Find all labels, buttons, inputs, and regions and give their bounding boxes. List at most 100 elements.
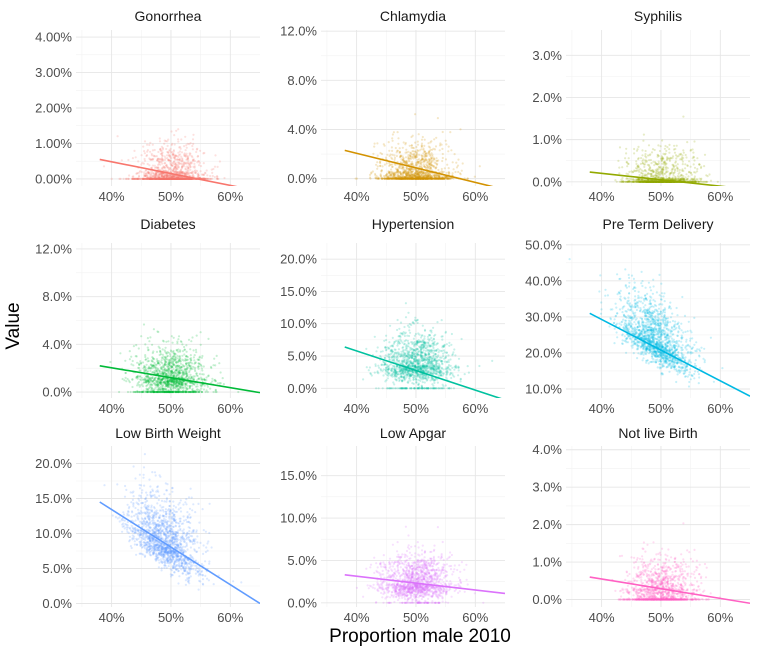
data-point (135, 376, 138, 380)
data-point (169, 390, 172, 394)
data-point (176, 176, 180, 179)
data-point (398, 177, 401, 180)
data-point (638, 180, 641, 183)
data-point (146, 346, 149, 349)
data-point (148, 378, 151, 381)
data-point (167, 177, 170, 180)
data-point (650, 180, 653, 183)
data-point (411, 177, 414, 180)
data-point (700, 180, 704, 183)
data-point (162, 364, 165, 367)
data-point (433, 177, 436, 180)
data-point (149, 177, 153, 180)
data-point (387, 170, 390, 173)
data-point (149, 367, 153, 370)
data-point (384, 175, 387, 178)
data-point (176, 177, 179, 180)
data-point (440, 177, 443, 180)
data-point (438, 175, 441, 179)
data-point (167, 362, 170, 365)
data-point (195, 334, 198, 337)
data-point (178, 358, 182, 361)
data-point (414, 175, 417, 178)
data-point (218, 382, 221, 385)
data-point (663, 180, 666, 183)
data-point (158, 390, 161, 394)
data-point (178, 162, 181, 165)
data-point (426, 154, 429, 157)
data-point (418, 173, 421, 176)
data-point (411, 150, 414, 153)
data-point (168, 385, 171, 389)
data-point (161, 384, 164, 387)
data-point (654, 180, 657, 183)
data-point (679, 152, 683, 155)
data-point (409, 177, 412, 180)
data-point (426, 172, 430, 175)
data-point (162, 177, 165, 180)
data-point (167, 364, 170, 367)
data-point (176, 177, 179, 180)
data-point (672, 174, 675, 177)
data-point (162, 177, 165, 180)
data-point (171, 142, 174, 145)
data-point (645, 180, 648, 183)
data-point (656, 167, 659, 170)
data-point (635, 169, 638, 172)
data-point (175, 381, 178, 384)
data-point (392, 177, 396, 180)
data-point (136, 390, 139, 394)
data-point (679, 178, 682, 181)
data-point (433, 148, 437, 151)
data-point (650, 180, 653, 183)
data-point (415, 177, 418, 180)
data-point (196, 147, 199, 150)
data-point (429, 167, 432, 170)
data-point (652, 180, 655, 183)
data-point (414, 174, 417, 177)
data-point (131, 385, 134, 389)
data-point (399, 177, 402, 180)
data-point (652, 180, 655, 183)
data-point (413, 174, 416, 178)
data-point (170, 177, 174, 180)
data-point (165, 177, 168, 180)
data-point (679, 177, 683, 181)
data-point (391, 137, 394, 140)
data-point (162, 166, 165, 169)
data-point (354, 177, 357, 180)
data-point (194, 361, 197, 364)
data-point (645, 180, 648, 183)
data-point (655, 180, 659, 183)
data-point (682, 156, 685, 160)
data-point (163, 177, 166, 180)
data-point (412, 174, 415, 177)
data-point (148, 377, 152, 380)
data-point (172, 357, 175, 360)
data-point (378, 161, 381, 164)
data-point (658, 172, 661, 175)
data-point (145, 369, 148, 372)
data-point (410, 176, 414, 179)
data-point (147, 177, 150, 180)
data-point (188, 177, 191, 180)
data-point (626, 180, 629, 183)
data-point (434, 177, 437, 180)
data-point (148, 143, 151, 147)
data-point (185, 177, 188, 180)
data-point (157, 362, 160, 365)
data-point (430, 161, 433, 164)
data-point (185, 371, 188, 374)
data-point (430, 168, 433, 171)
data-point (659, 166, 663, 169)
data-point (174, 155, 177, 158)
data-point (447, 177, 450, 180)
data-point (166, 384, 169, 387)
data-point (175, 176, 178, 179)
data-point (645, 174, 648, 177)
data-point (172, 167, 175, 170)
data-point (408, 176, 411, 179)
data-point (380, 170, 383, 173)
data-point (403, 177, 406, 180)
data-point (189, 168, 192, 171)
